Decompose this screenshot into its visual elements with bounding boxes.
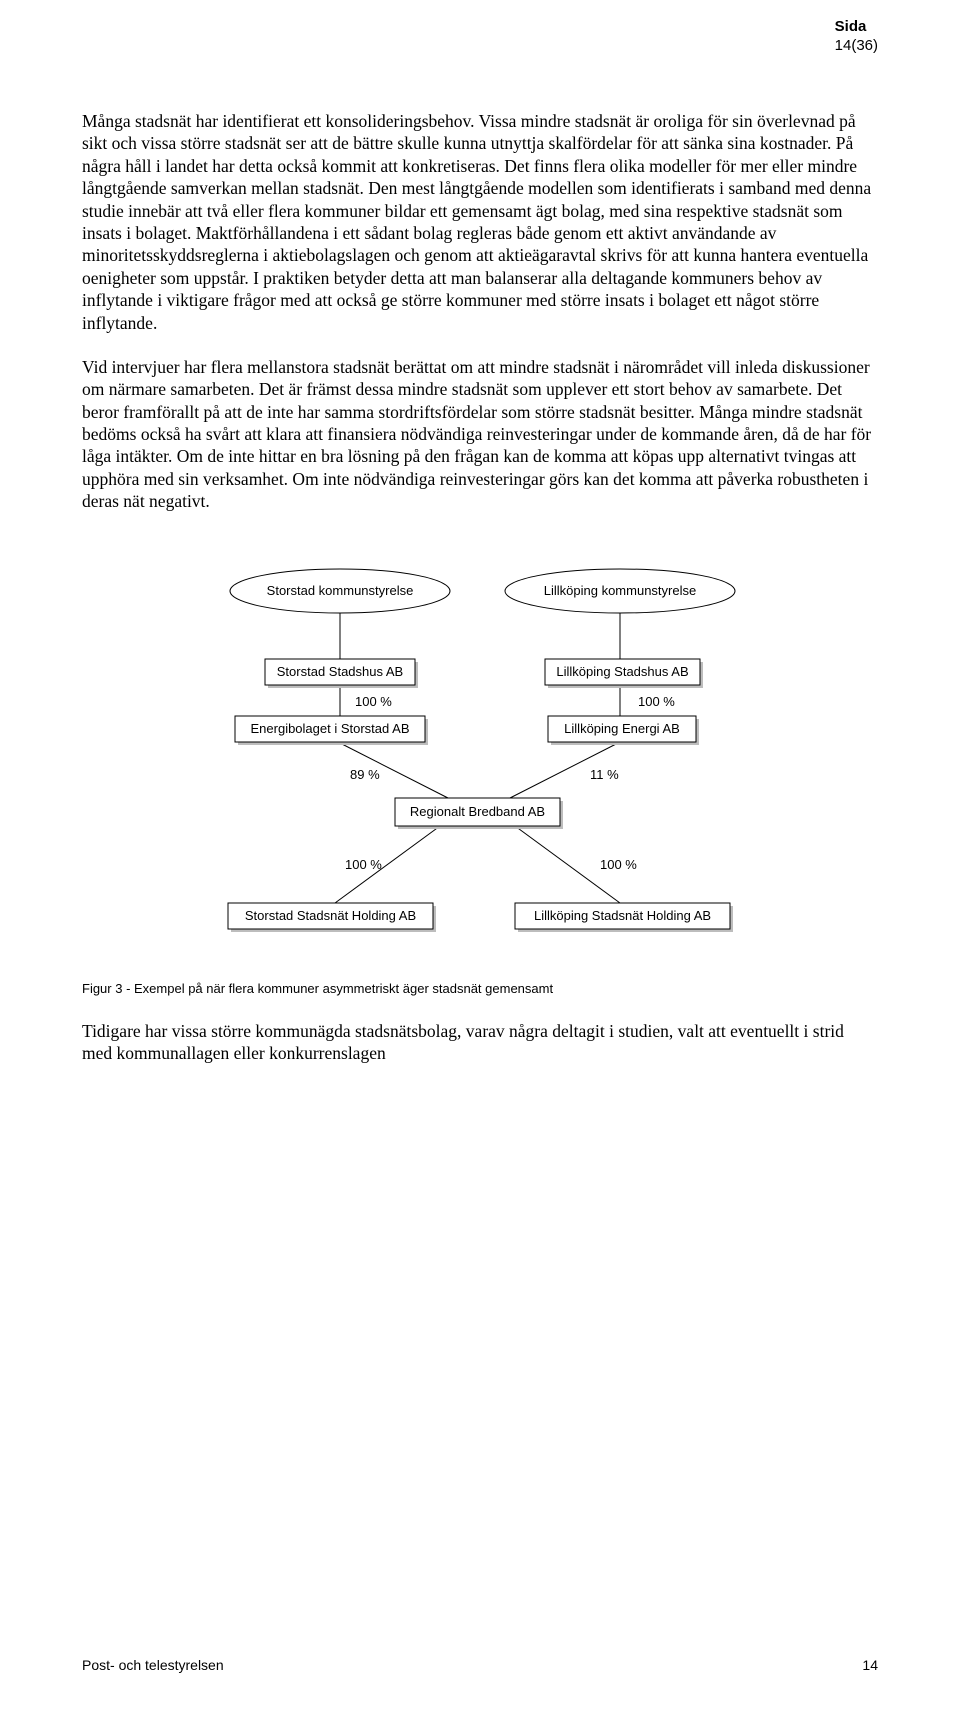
svg-text:100 %: 100 %: [345, 857, 382, 872]
svg-text:100 %: 100 %: [355, 694, 392, 709]
ownership-diagram: Storstad kommunstyrelse Lillköping kommun…: [160, 551, 800, 951]
svg-text:Storstad Stadshus AB: Storstad Stadshus AB: [277, 664, 403, 679]
svg-text:89 %: 89 %: [350, 767, 380, 782]
paragraph-3: Tidigare har vissa större kommunägda sta…: [82, 1020, 878, 1065]
paragraph-1: Många stadsnät har identifierat ett kons…: [82, 110, 878, 334]
svg-text:Lillköping Energi AB: Lillköping Energi AB: [564, 721, 680, 736]
document-body: Många stadsnät har identifierat ett kons…: [0, 0, 960, 1064]
footer-source: Post- och telestyrelsen: [82, 1657, 224, 1673]
svg-text:Lillköping kommunstyrelse: Lillköping kommunstyrelse: [544, 583, 696, 598]
svg-text:Lillköping Stadsnät Holding AB: Lillköping Stadsnät Holding AB: [534, 908, 711, 923]
footer-page-number: 14: [862, 1657, 878, 1673]
page-footer: Post- och telestyrelsen 14: [82, 1657, 878, 1673]
svg-text:Lillköping Stadshus AB: Lillköping Stadshus AB: [556, 664, 688, 679]
svg-text:100 %: 100 %: [638, 694, 675, 709]
svg-text:Energibolaget i Storstad AB: Energibolaget i Storstad AB: [251, 721, 410, 736]
page-header: Sida 14(36): [835, 18, 878, 56]
svg-text:11 %: 11 %: [590, 767, 619, 782]
page-header-pagination: 14(36): [835, 37, 878, 56]
diagram-svg: Storstad kommunstyrelse Lillköping kommun…: [160, 551, 800, 951]
svg-text:Regionalt Bredband AB: Regionalt Bredband AB: [410, 804, 545, 819]
svg-text:100 %: 100 %: [600, 857, 637, 872]
figure-caption: Figur 3 - Exempel på när flera kommuner …: [82, 981, 878, 996]
svg-text:Storstad Stadsnät Holding AB: Storstad Stadsnät Holding AB: [245, 908, 416, 923]
paragraph-2: Vid intervjuer har flera mellanstora sta…: [82, 356, 878, 513]
svg-text:Storstad kommunstyrelse: Storstad kommunstyrelse: [267, 583, 414, 598]
page-header-label: Sida: [835, 18, 878, 37]
